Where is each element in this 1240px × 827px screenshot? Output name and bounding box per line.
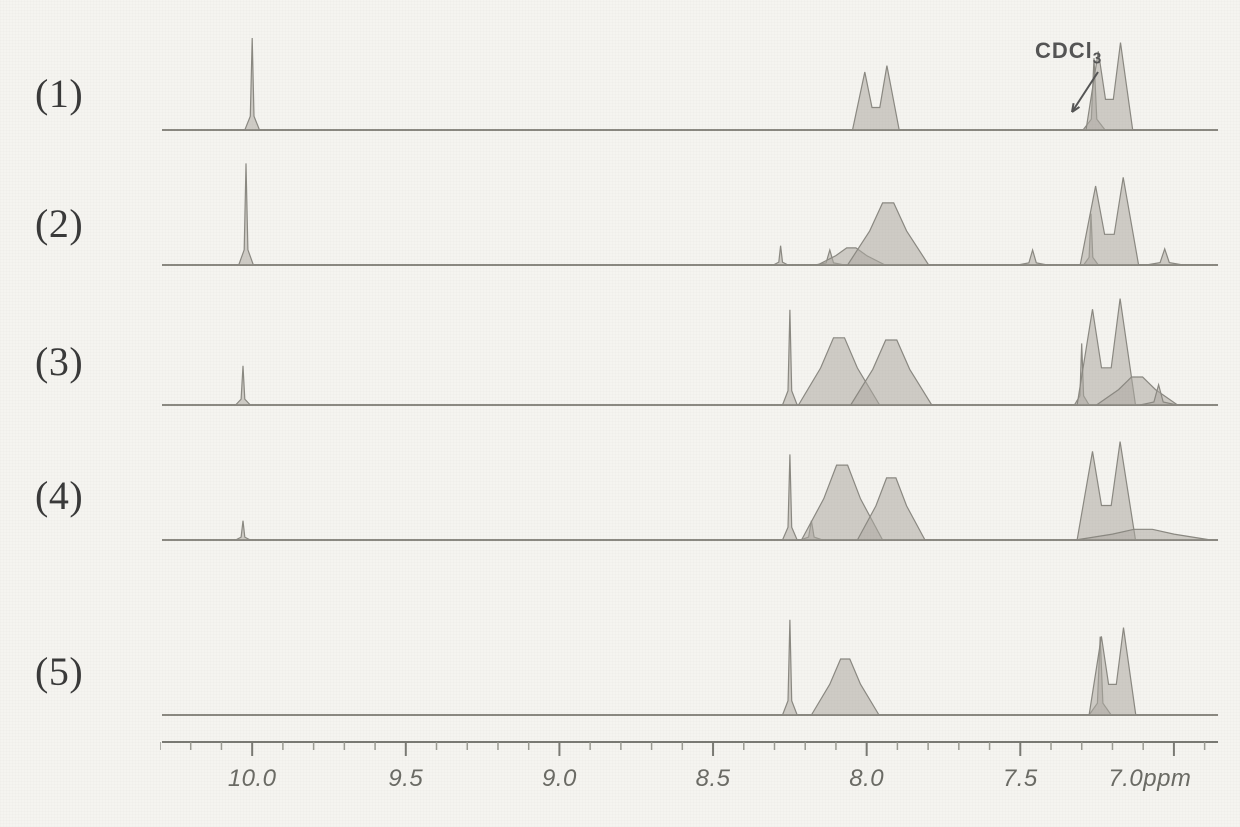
row-label-5: (5) <box>35 648 83 695</box>
cdcl3-annotation-label: CDCl3 <box>1035 38 1102 68</box>
svg-text:10.0: 10.0 <box>228 765 277 792</box>
axis-svg: 10.0 9.5 9.0 8.5 8.0 7.5 7.0ppm <box>160 740 1220 810</box>
svg-text:7.5: 7.5 <box>1003 765 1038 792</box>
nmr-spectra-panel: CDCl3 <box>160 20 1220 740</box>
svg-text:7.0ppm: 7.0ppm <box>1108 765 1191 792</box>
row-label-1: (1) <box>35 70 83 117</box>
spectra-svg <box>160 20 1220 740</box>
svg-text:9.5: 9.5 <box>388 765 423 792</box>
svg-text:8.5: 8.5 <box>696 765 731 792</box>
svg-text:9.0: 9.0 <box>542 765 577 792</box>
row-label-3: (3) <box>35 338 83 385</box>
x-axis: 10.0 9.5 9.0 8.5 8.0 7.5 7.0ppm <box>160 740 1220 810</box>
svg-text:8.0: 8.0 <box>849 765 884 792</box>
row-label-4: (4) <box>35 472 83 519</box>
row-label-2: (2) <box>35 200 83 247</box>
